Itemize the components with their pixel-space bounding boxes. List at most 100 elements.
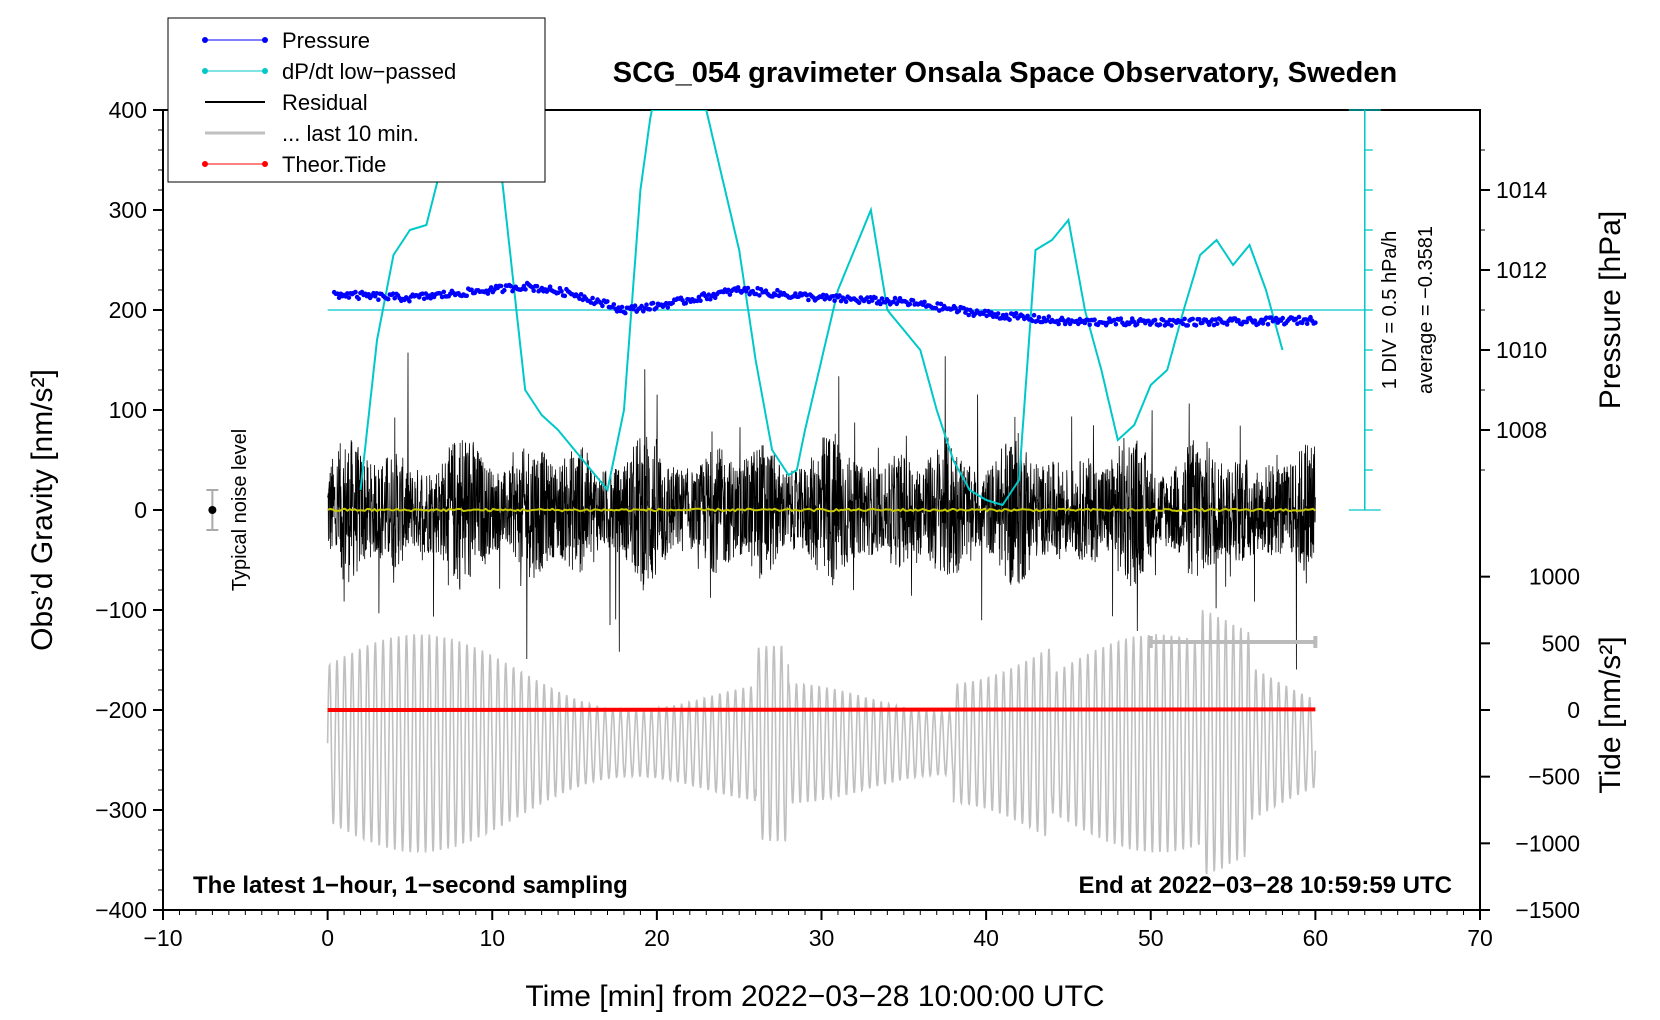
x-tick-label: 30 [809,925,835,951]
pressure-point [1197,317,1202,322]
pressure-point [953,305,958,311]
pressure-point [727,292,733,297]
pressure-point [1013,311,1019,316]
y-tick-label: 200 [109,297,147,323]
pressure-point [907,301,913,307]
pressure-point [498,283,504,289]
pressure-point [376,297,381,303]
pressure-point [735,285,741,290]
noise-level-label: Typical noise level [229,429,251,591]
pressure-point [879,296,885,301]
pressure-point [910,298,916,303]
pressure-point [1296,314,1302,320]
pressure-point [995,311,1001,316]
pressure-point [654,305,659,311]
pressure-point [1161,317,1166,323]
noise-center-point [208,506,217,514]
pressure-point [1190,316,1195,322]
pressure-point [390,291,396,297]
pressure-point [832,298,837,304]
pressure-point [488,285,494,290]
legend-label-last-10-min: ... last 10 min. [282,121,419,146]
pressure-point [1056,321,1061,327]
pressure-point [639,303,644,309]
pressure-point [485,291,491,296]
y-axis-label-tide: Tide [nm/s²] [1594,636,1627,793]
pressure-point [1280,315,1285,321]
pressure-point [1264,315,1269,321]
x-tick-label: 40 [973,925,999,951]
pressure-point [1087,322,1092,328]
pressure-tick-label: 1012 [1496,257,1547,283]
axis-ticks: −10 0 10 20 30 40 50 60 704003002001000−100−200−… [95,97,1580,951]
y-axis-label-pressure: Pressure [hPa] [1594,211,1627,409]
pressure-point [1092,317,1097,323]
pressure-point [531,288,536,294]
pressure-point [1046,314,1052,319]
pressure-point [353,289,358,295]
y-tick-label: 100 [109,397,147,423]
pressure-point [1308,314,1313,320]
pressure-point [1113,322,1119,327]
annotation-left: The latest 1−hour, 1−second sampling [193,872,628,899]
smoothed-residual-line [327,507,1316,513]
pressure-point [837,293,842,298]
pressure-point [611,302,617,307]
last-10-min-series [326,609,1317,875]
pressure-point [356,296,362,302]
x-tick-label: 60 [1303,925,1329,951]
pressure-point [956,308,962,314]
pressure-point [745,285,751,291]
x-tick-label: 20 [644,925,670,951]
y-tick-label: 300 [109,197,147,223]
legend-item-dpdt: dP/dt low−passed [202,59,456,84]
pressure-point [1036,315,1042,320]
chart-title: SCG_054 gravimeter Onsala Space Observat… [613,57,1397,89]
pressure-series [331,280,1318,328]
pressure-point [619,304,625,310]
pressure-point [1210,317,1215,322]
pressure-point [933,306,939,311]
pressure-point [1193,323,1199,328]
y-tick-label: −400 [95,897,147,923]
residual-series [327,352,1316,670]
x-tick-label: 10 [479,925,505,951]
pressure-point [694,298,700,304]
legend: Pressure dP/dt low−passed Residual ... l… [167,17,546,183]
pressure-point [423,291,429,296]
pressure-tick-label: 1008 [1496,417,1547,443]
pressure-point [441,289,447,295]
pressure-point [605,299,610,304]
pressure-point [1259,317,1264,323]
pressure-point [775,287,780,293]
pressure-point [1236,318,1241,323]
pressure-point [711,291,716,297]
legend-label-theor-tide: Theor.Tide [282,152,386,177]
pressure-point [464,293,470,299]
pressure-point [856,300,862,306]
y-tick-label: −100 [95,597,147,623]
pressure-point [696,294,702,300]
pressure-point [757,293,762,298]
pressure-point [590,295,595,301]
pressure-point [1252,318,1258,324]
pressure-point [712,295,718,301]
pressure-point [698,298,703,304]
pressure-point [806,297,811,303]
pressure-point [1118,316,1124,321]
pressure-point [1025,313,1030,319]
pressure-point [385,296,391,302]
pressure-point [1182,316,1187,322]
pressure-point [1002,316,1007,321]
pressure-point [869,298,875,303]
pressure-point [559,289,564,294]
pressure-point [632,303,638,309]
pressure-point [1244,319,1249,325]
pressure-point [1313,320,1318,326]
pressure-point [345,291,350,296]
tide-tick-label: −1000 [1515,830,1580,856]
legend-label-pressure: Pressure [282,28,370,53]
tide-tick-label: 500 [1542,630,1580,656]
pressure-point [873,295,878,301]
